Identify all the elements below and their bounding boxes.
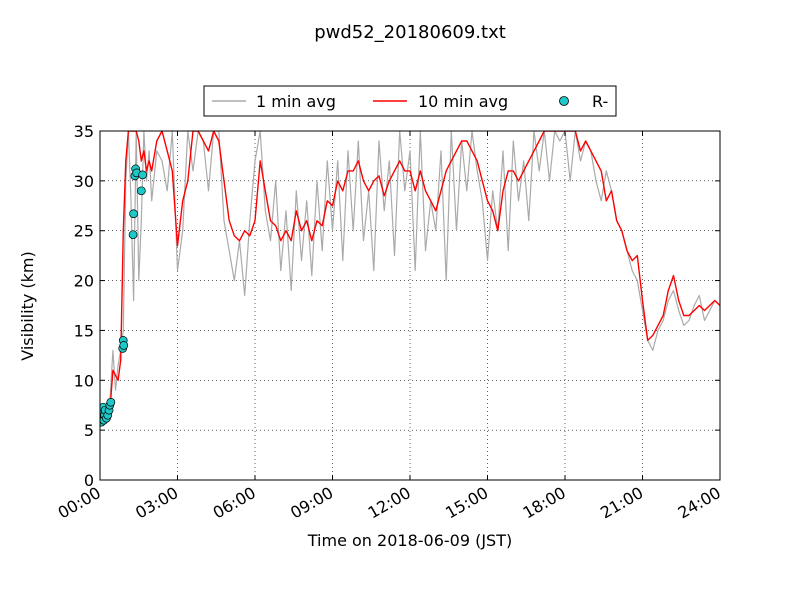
y-tick-label: 30 [74, 172, 94, 191]
series-line-10min-avg [100, 131, 720, 421]
y-axis-label: Visibility (km) [18, 251, 37, 360]
y-tick-label: 5 [84, 421, 94, 440]
rain-point [128, 230, 138, 240]
series-line-1min-avg [100, 131, 720, 423]
chart-title: pwd52_20180609.txt [314, 22, 506, 43]
rain-point [129, 209, 138, 219]
y-tick-label: 20 [74, 272, 94, 291]
rain-point [138, 170, 147, 180]
legend-label-1min: 1 min avg [256, 92, 336, 111]
y-tick-label: 35 [74, 122, 94, 141]
grid [100, 131, 720, 480]
y-tick-label: 10 [74, 371, 94, 390]
series-layer [100, 131, 720, 427]
legend-label-10min: 10 min avg [418, 92, 508, 111]
rain-point [136, 186, 146, 196]
x-axis-label: Time on 2018-06-09 (JST) [307, 531, 512, 550]
rain-point [106, 397, 116, 407]
legend-label-rain: R- [592, 92, 608, 111]
y-tick-label: 25 [74, 222, 94, 241]
rain-point [119, 341, 129, 350]
legend-marker-rain [559, 96, 569, 106]
y-tick-label: 15 [74, 321, 94, 340]
y-tick-label: 0 [84, 471, 94, 490]
legend: 1 min avg 10 min avg R- [203, 85, 617, 117]
legend-box [203, 85, 617, 117]
